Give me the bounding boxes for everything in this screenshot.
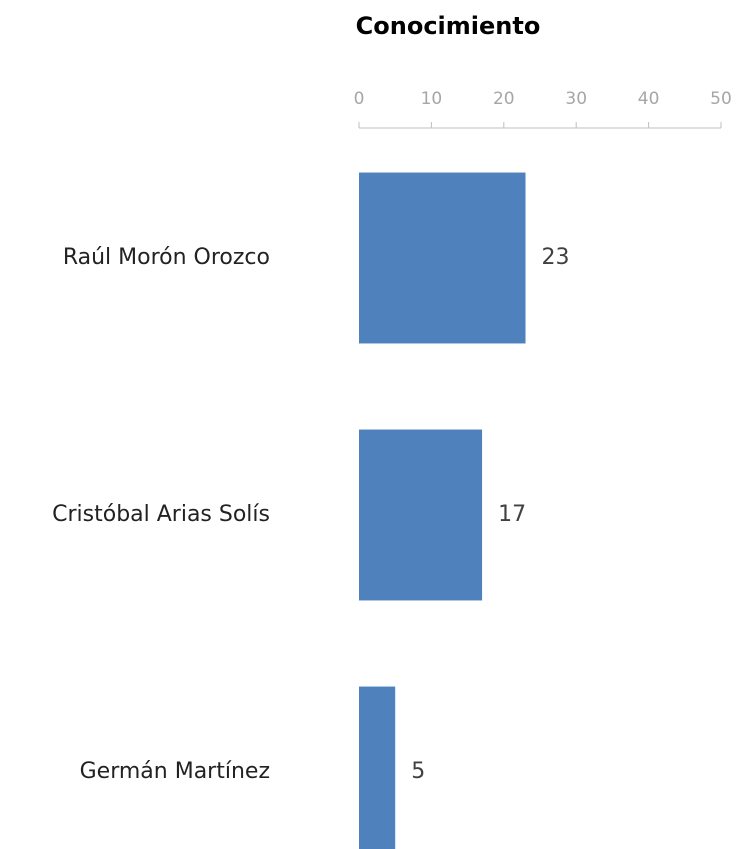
y-tick-label: Cristóbal Arias Solís <box>52 502 270 527</box>
value-label: 5 <box>411 759 425 784</box>
bar <box>359 429 483 601</box>
chart-title: Conocimiento <box>356 12 541 40</box>
bar <box>359 172 526 344</box>
value-label: 23 <box>542 245 570 270</box>
bar <box>359 686 396 849</box>
x-tick-label: 0 <box>354 89 365 109</box>
y-tick-label: Germán Martínez <box>80 759 270 784</box>
value-label: 17 <box>498 502 526 527</box>
x-tick-label: 20 <box>493 89 515 109</box>
x-tick-label: 30 <box>565 89 587 109</box>
x-tick-label: 50 <box>710 89 732 109</box>
y-tick-label: Raúl Morón Orozco <box>63 245 270 270</box>
x-tick-label: 10 <box>421 89 443 109</box>
x-tick-label: 40 <box>638 89 660 109</box>
